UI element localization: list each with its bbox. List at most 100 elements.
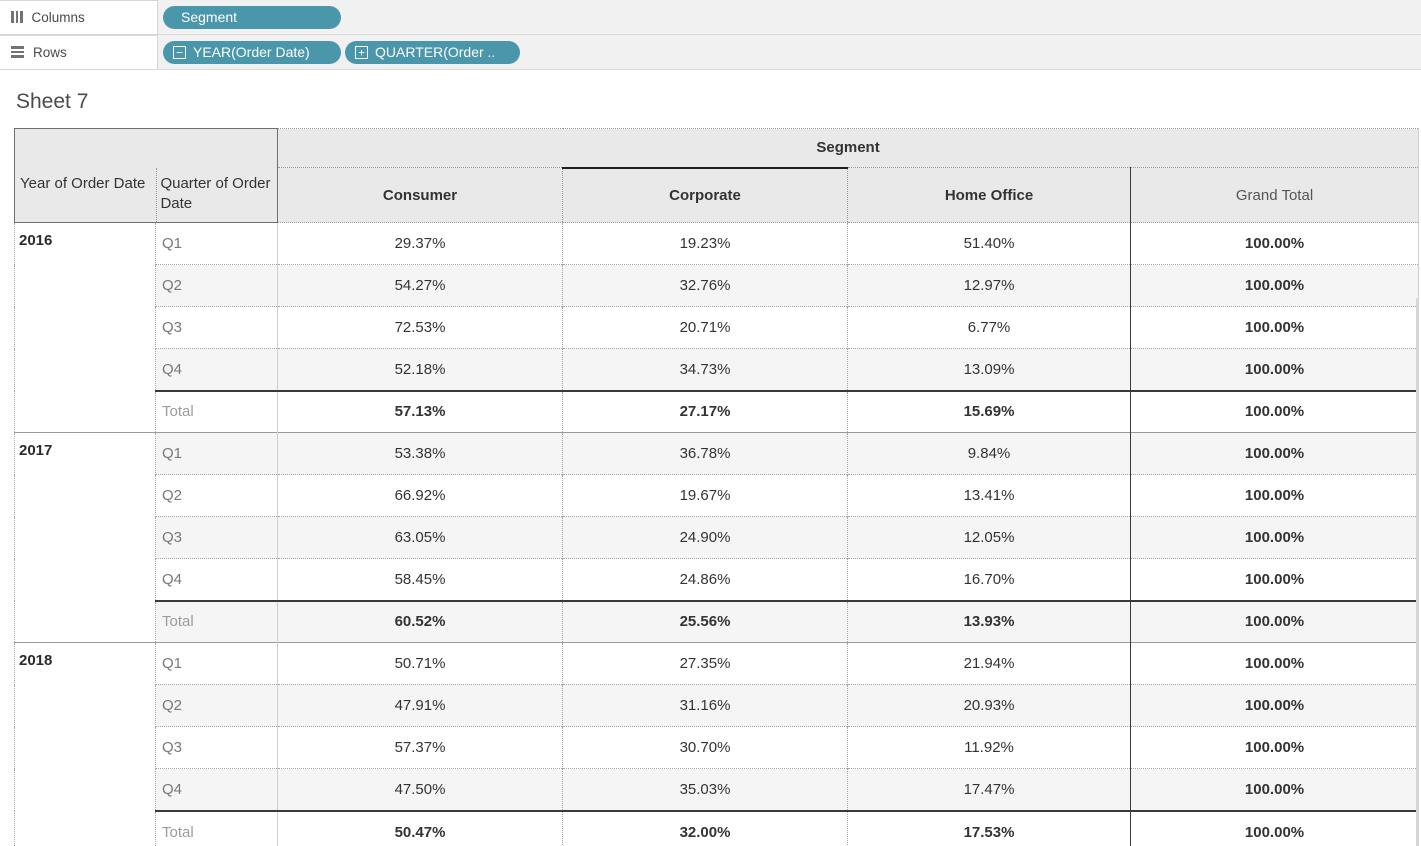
grand-total-cell[interactable]: 100.00% — [1129, 684, 1419, 727]
value-cell[interactable]: 60.52% — [277, 599, 563, 643]
value-cell[interactable]: 15.69% — [847, 389, 1131, 433]
grand-total-cell[interactable]: 100.00% — [1129, 642, 1419, 685]
quarter-header[interactable]: Q1 — [155, 642, 278, 685]
value-cell[interactable]: 19.67% — [562, 474, 848, 517]
quarter-header[interactable]: Q4 — [155, 558, 278, 601]
value-cell[interactable]: 66.92% — [277, 474, 563, 517]
crosstab-table: Year of Order Date Quarter of Order Date… — [14, 128, 1420, 846]
grand-total-cell[interactable]: 100.00% — [1129, 389, 1419, 433]
quarter-header[interactable]: Q2 — [155, 264, 278, 307]
grand-total-cell[interactable]: 100.00% — [1129, 264, 1419, 307]
value-cell[interactable]: 29.37% — [277, 222, 563, 265]
value-cell[interactable]: 31.16% — [562, 684, 848, 727]
grand-total-cell[interactable]: 100.00% — [1129, 726, 1419, 769]
grand-total-cell[interactable]: 100.00% — [1129, 222, 1419, 265]
value-cell[interactable]: 17.53% — [847, 809, 1131, 846]
value-cell[interactable]: 6.77% — [847, 306, 1131, 349]
total-row-header[interactable]: Total — [155, 599, 278, 643]
year-header[interactable]: 2016 — [14, 222, 156, 433]
value-cell[interactable]: 52.18% — [277, 348, 563, 391]
value-cell[interactable]: 13.93% — [847, 599, 1131, 643]
rows-shelf-label-box: Rows — [0, 34, 158, 70]
quarter-header[interactable]: Q2 — [155, 474, 278, 517]
quarter-header[interactable]: Q1 — [155, 432, 278, 475]
year-header[interactable]: 2017 — [14, 432, 156, 643]
value-cell[interactable]: 63.05% — [277, 516, 563, 559]
pill-quarter-order-date[interactable]: + QUARTER(Order .. — [345, 40, 520, 64]
value-cell[interactable]: 27.17% — [562, 389, 848, 433]
value-cell[interactable]: 36.78% — [562, 432, 848, 475]
grand-total-cell[interactable]: 100.00% — [1129, 599, 1419, 643]
column-header-consumer[interactable]: Consumer — [277, 167, 563, 223]
pill-segment[interactable]: Segment — [163, 5, 341, 29]
value-cell[interactable]: 25.56% — [562, 599, 848, 643]
value-cell[interactable]: 34.73% — [562, 348, 848, 391]
value-cell[interactable]: 47.91% — [277, 684, 563, 727]
value-cell[interactable]: 72.53% — [277, 306, 563, 349]
grand-total-cell[interactable]: 100.00% — [1129, 558, 1419, 601]
column-header-corporate[interactable]: Corporate — [562, 166, 848, 223]
value-cell[interactable]: 24.90% — [562, 516, 848, 559]
pill-year-order-date[interactable]: − YEAR(Order Date) — [163, 40, 341, 64]
value-cell[interactable]: 35.03% — [562, 768, 848, 811]
pill-quarter-label: QUARTER(Order .. — [375, 44, 496, 60]
grand-total-cell[interactable]: 100.00% — [1129, 768, 1419, 811]
value-cell[interactable]: 12.05% — [847, 516, 1131, 559]
grand-total-cell[interactable]: 100.00% — [1129, 809, 1419, 846]
value-cell[interactable]: 50.71% — [277, 642, 563, 685]
quarter-header[interactable]: Q4 — [155, 768, 278, 811]
value-cell[interactable]: 21.94% — [847, 642, 1131, 685]
grand-total-cell[interactable]: 100.00% — [1129, 432, 1419, 475]
value-cell[interactable]: 57.13% — [277, 389, 563, 433]
value-cell[interactable]: 47.50% — [277, 768, 563, 811]
column-header-grand-total[interactable]: Grand Total — [1129, 167, 1419, 223]
value-cell[interactable]: 32.00% — [562, 809, 848, 846]
value-cell[interactable]: 57.37% — [277, 726, 563, 769]
quarter-header[interactable]: Q3 — [155, 306, 278, 349]
quarter-header[interactable]: Q4 — [155, 348, 278, 391]
columns-pill-tray: Segment — [163, 5, 341, 29]
vertical-scrollbar[interactable] — [1416, 298, 1419, 846]
value-cell[interactable]: 24.86% — [562, 558, 848, 601]
grand-total-cell[interactable]: 100.00% — [1129, 516, 1419, 559]
quarter-header[interactable]: Q1 — [155, 222, 278, 265]
value-cell[interactable]: 30.70% — [562, 726, 848, 769]
value-cell[interactable]: 16.70% — [847, 558, 1131, 601]
value-cell[interactable]: 9.84% — [847, 432, 1131, 475]
value-cell[interactable]: 27.35% — [562, 642, 848, 685]
table-row: Total 60.52% 25.56% 13.93% 100.00% — [15, 599, 1419, 643]
value-cell[interactable]: 54.27% — [277, 264, 563, 307]
total-row-header[interactable]: Total — [155, 389, 278, 433]
quarter-header[interactable]: Q3 — [155, 516, 278, 559]
value-cell[interactable]: 20.93% — [847, 684, 1131, 727]
value-cell[interactable]: 51.40% — [847, 222, 1131, 265]
grand-total-cell[interactable]: 100.00% — [1129, 306, 1419, 349]
total-row-header[interactable]: Total — [155, 809, 278, 846]
value-cell[interactable]: 12.97% — [847, 264, 1131, 307]
segment-span-header[interactable]: Segment — [276, 128, 1419, 168]
expand-plus-box-icon[interactable]: + — [355, 45, 368, 59]
table-row: Q2 54.27% 32.76% 12.97% 100.00% — [15, 264, 1419, 307]
value-cell[interactable]: 20.71% — [562, 306, 848, 349]
value-cell[interactable]: 32.76% — [562, 264, 848, 307]
value-cell[interactable]: 11.92% — [847, 726, 1131, 769]
collapse-minus-box-icon[interactable]: − — [173, 45, 186, 59]
value-cell[interactable]: 19.23% — [562, 222, 848, 265]
value-cell[interactable]: 17.47% — [847, 768, 1131, 811]
rows-pill-tray: − YEAR(Order Date) + QUARTER(Order .. — [163, 40, 520, 64]
value-cell[interactable]: 13.41% — [847, 474, 1131, 517]
quarter-header[interactable]: Q2 — [155, 684, 278, 727]
quarter-header[interactable]: Q3 — [155, 726, 278, 769]
value-cell[interactable]: 53.38% — [277, 432, 563, 475]
rows-icon — [11, 46, 24, 58]
column-header-home-office[interactable]: Home Office — [847, 167, 1131, 223]
grand-total-cell[interactable]: 100.00% — [1129, 474, 1419, 517]
value-cell[interactable]: 50.47% — [277, 809, 563, 846]
columns-icon — [11, 11, 23, 23]
table-row: Q3 57.37% 30.70% 11.92% 100.00% — [15, 726, 1419, 769]
table-row: 2016 Q1 29.37% 19.23% 51.40% 100.00% — [14, 222, 1419, 433]
year-header[interactable]: 2018 — [14, 642, 156, 846]
grand-total-cell[interactable]: 100.00% — [1129, 348, 1419, 391]
value-cell[interactable]: 58.45% — [277, 558, 563, 601]
value-cell[interactable]: 13.09% — [847, 348, 1131, 391]
